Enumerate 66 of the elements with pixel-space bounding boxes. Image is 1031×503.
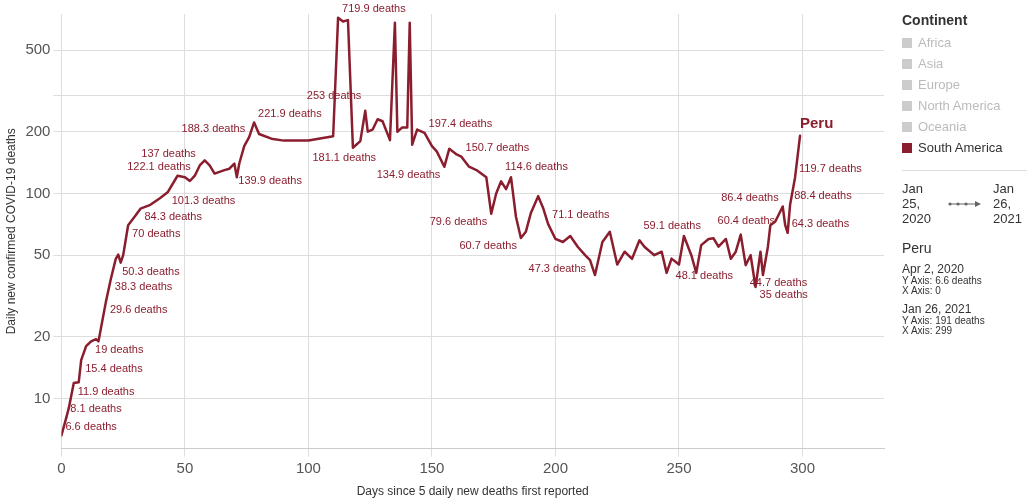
x-axis-title: Days since 5 daily new deaths first reported <box>356 484 589 499</box>
text: Jan 25, 2020 <box>902 181 932 226</box>
text: Jan 26, 2021 <box>902 302 973 316</box>
y-tick-label: 10 <box>33 388 51 406</box>
data-label: 150.7 deaths <box>465 141 530 154</box>
x-tick-label: 300 <box>789 458 815 476</box>
data-label: 60.4 deaths <box>717 213 776 226</box>
data-label: 197.4 deaths <box>428 117 493 130</box>
data-label: 122.1 deaths <box>127 160 192 173</box>
x-tick-label: 250 <box>666 458 692 476</box>
data-label: 134.9 deaths <box>376 168 441 181</box>
legend-label: Europe <box>917 76 961 94</box>
data-label: 60.7 deaths <box>459 239 518 252</box>
data-label: 114.6 deaths <box>505 159 569 172</box>
text: X Axis: 299 <box>902 325 954 336</box>
y-axis-title: Daily new confirmed COVID-19 deaths <box>3 128 18 335</box>
legend-label: North America <box>917 97 1002 115</box>
data-label: 86.4 deaths <box>721 191 780 204</box>
data-label: 35 deaths <box>759 288 809 301</box>
data-label: 59.1 deaths <box>643 218 702 231</box>
data-label: 38.3 deaths <box>114 280 173 293</box>
text: X Axis: 0 <box>902 285 942 296</box>
x-tick-label: 150 <box>419 458 445 476</box>
y-tick-label: 500 <box>25 40 51 58</box>
data-label: 84.3 deaths <box>144 210 203 223</box>
data-label: 79.6 deaths <box>429 215 488 228</box>
text: Y Axis: 6.6 deaths <box>902 275 983 286</box>
data-label: 6.6 deaths <box>65 420 118 433</box>
x-tick-label: 0 <box>57 458 66 476</box>
data-label: 11.9 deaths <box>77 384 135 397</box>
y-tick-label: 50 <box>33 245 51 263</box>
y-tick-label: 20 <box>33 326 51 344</box>
legend-label: Asia <box>917 55 945 73</box>
data-label: 101.3 deaths <box>171 193 236 206</box>
text: Jan 26, 2021 <box>993 181 1023 226</box>
data-label: 47.3 deaths <box>528 261 587 274</box>
y-tick-label: 200 <box>25 121 51 139</box>
data-label: 70 deaths <box>132 226 181 239</box>
data-label: 119.7 deaths <box>799 161 863 174</box>
legend-title: Continent <box>902 12 969 28</box>
data-label: 139.9 deaths <box>238 174 303 187</box>
data-label: 8.1 deaths <box>70 401 123 414</box>
data-label: 71.1 deaths <box>552 208 611 221</box>
data-label: 188.3 deaths <box>181 121 246 134</box>
data-label: 181.1 deaths <box>312 151 377 164</box>
legend-label: South America <box>917 139 1004 157</box>
data-label: 719.9 deaths <box>342 2 407 15</box>
x-tick-label: 100 <box>295 458 321 476</box>
x-tick-label: 50 <box>176 458 194 476</box>
data-label: 64.3 deaths <box>791 217 850 230</box>
data-label: 48.1 deaths <box>675 269 734 282</box>
data-label: 88.4 deaths <box>794 188 853 201</box>
legend-label: Oceania <box>917 118 968 136</box>
data-label: 221.9 deaths <box>258 107 323 119</box>
data-label: 50.3 deaths <box>122 265 181 278</box>
x-tick-label: 200 <box>542 458 568 476</box>
data-label: 137 deaths <box>141 146 197 159</box>
text: Peru <box>902 240 933 256</box>
data-label: 29.6 deaths <box>109 303 168 316</box>
legend-label: Africa <box>917 34 953 52</box>
data-label: 19 deaths <box>95 342 144 355</box>
text: Apr 2, 2020 <box>902 262 965 276</box>
data-label: 15.4 deaths <box>85 361 144 374</box>
text: Y Axis: 191 deaths <box>902 315 986 326</box>
y-tick-label: 100 <box>25 183 51 201</box>
annotation: Peru <box>800 114 834 132</box>
